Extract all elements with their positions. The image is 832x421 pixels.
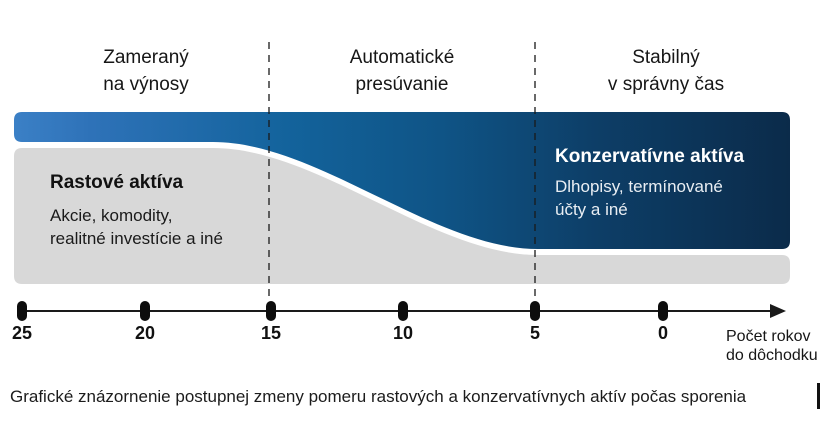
phase-label-stable: Stabilný v správny čas — [556, 44, 776, 98]
growth-assets-description-line: Akcie, komodity, — [50, 206, 173, 225]
allocation-area-chart — [14, 112, 790, 284]
tick-label-20: 20 — [134, 323, 156, 343]
tick-label-0: 0 — [657, 323, 668, 343]
tick-20-years — [140, 301, 150, 321]
phase-label-line: Zameraný — [103, 47, 189, 68]
tick-label-10: 10 — [392, 323, 414, 343]
tick-label-5: 5 — [529, 323, 540, 343]
phase-label-line: v správny čas — [607, 74, 725, 95]
phase-divider-5-years — [534, 42, 536, 303]
phase-label-returns: Zameraný na výnosy — [36, 44, 256, 98]
axis-unit-line: do dôchodku — [726, 347, 818, 364]
growth-assets-label: Rastové aktíva Akcie, komodity, realitné… — [50, 172, 223, 250]
tick-label-25: 25 — [11, 323, 33, 343]
conservative-assets-description-line: účty a iné — [555, 200, 628, 219]
tick-10-years — [398, 301, 408, 321]
tick-15-years — [266, 301, 276, 321]
tick-25-years — [17, 301, 27, 321]
conservative-assets-label: Konzervatívne aktíva Dlhopisy, termínova… — [555, 146, 744, 221]
conservative-assets-description-line: Dlhopisy, termínované — [555, 177, 723, 196]
chart-caption: Grafické znázornenie postupnej zmeny pom… — [10, 387, 747, 406]
axis-unit-label: Počet rokov do dôchodku — [726, 327, 818, 365]
tick-0-years — [658, 301, 668, 321]
axis-arrowhead-icon — [770, 304, 786, 318]
timeline-axis — [22, 310, 772, 312]
phase-label-line: Automatické — [349, 47, 455, 68]
caption-separator-bar — [817, 383, 820, 409]
conservative-assets-title: Konzervatívne aktíva — [555, 146, 745, 167]
phase-label-line: na výnosy — [103, 74, 189, 95]
conservative-assets-area — [14, 112, 790, 249]
axis-unit-line: Počet rokov — [726, 328, 811, 345]
growth-assets-area — [14, 148, 790, 284]
tick-5-years — [530, 301, 540, 321]
phase-label-line: Stabilný — [632, 47, 700, 68]
phase-label-automatic-shift: Automatické presúvanie — [292, 44, 512, 98]
growth-assets-description-line: realitné investície a iné — [50, 229, 223, 248]
growth-assets-title: Rastové aktíva — [50, 172, 184, 193]
tick-label-15: 15 — [260, 323, 282, 343]
phase-label-line: presúvanie — [355, 74, 449, 95]
phase-divider-15-years — [268, 42, 270, 303]
